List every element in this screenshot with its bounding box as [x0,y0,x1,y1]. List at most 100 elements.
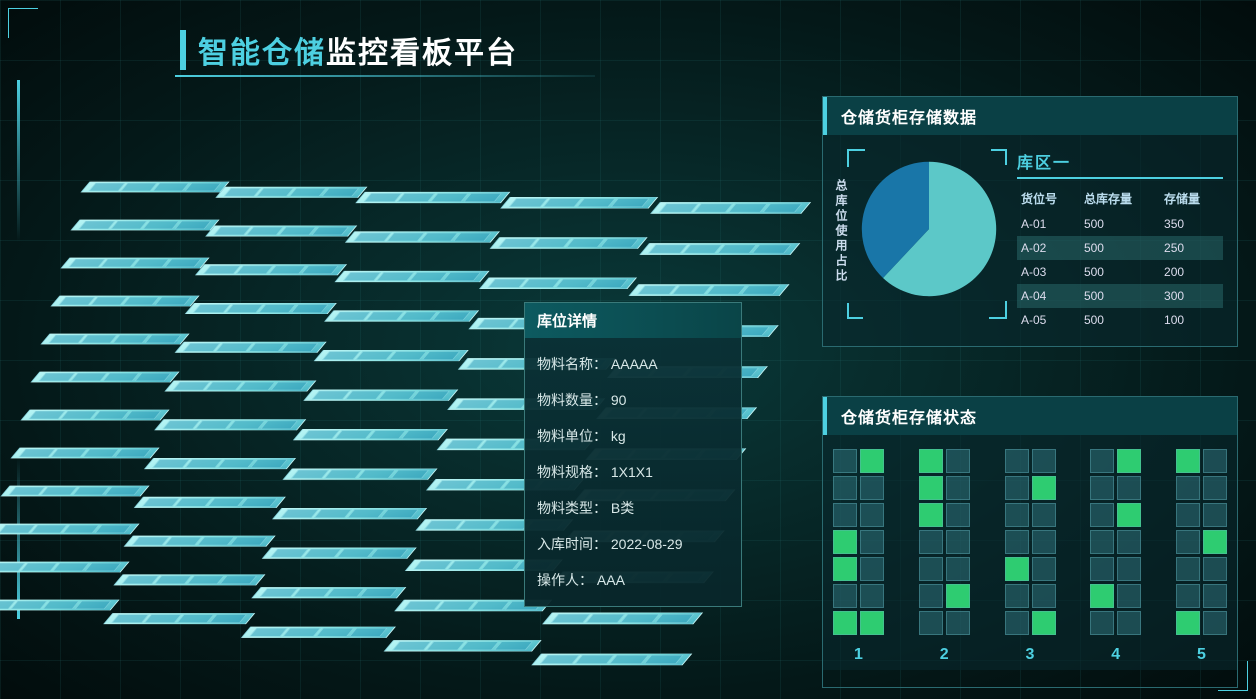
tooltip-row: 入库时间： 2022-08-29 [537,526,729,562]
cabinet-cell[interactable] [833,503,857,527]
cabinet-cell[interactable] [1090,584,1114,608]
cabinet-cell[interactable] [1032,584,1056,608]
cabinet-number: 2 [940,646,949,664]
table-row[interactable]: A-01500350 [1017,212,1223,236]
cabinet-cell[interactable] [1032,503,1056,527]
cabinet-cell[interactable] [1032,557,1056,581]
cabinet-cell[interactable] [1117,584,1141,608]
cabinet-cell[interactable] [833,557,857,581]
cabinet-cell[interactable] [946,476,970,500]
cabinet-cell[interactable] [1176,449,1200,473]
cabinet-cell[interactable] [1005,557,1029,581]
cabinet-cell[interactable] [860,557,884,581]
cabinet-cell[interactable] [1117,503,1141,527]
cabinet-cell[interactable] [919,557,943,581]
table-row[interactable]: A-02500250 [1017,236,1223,260]
table-header: 存储量 [1160,185,1223,212]
cabinet-cell[interactable] [1117,530,1141,554]
cabinet-cell[interactable] [1090,611,1114,635]
cabinet-cell[interactable] [1117,557,1141,581]
page-title: 智能仓储监控看板平台 [198,28,518,72]
cabinet-cell[interactable] [1032,476,1056,500]
table-title: 库区一 [1017,149,1223,179]
cabinet-cell[interactable] [1203,557,1227,581]
cabinet[interactable]: 2 [919,449,970,664]
cabinet-cell[interactable] [1176,584,1200,608]
cabinet-cell[interactable] [1117,611,1141,635]
cabinet-cell[interactable] [946,449,970,473]
cabinet-cell[interactable] [919,503,943,527]
cabinet-cell[interactable] [1005,611,1029,635]
cabinet-cell[interactable] [1032,449,1056,473]
panel-title: 仓储货柜存储数据 [823,97,1237,135]
pie-chart-container: 总库位使用占比 [837,149,1007,319]
cabinet-cell[interactable] [1117,449,1141,473]
panel-title: 仓储货柜存储状态 [823,397,1237,435]
cabinet-cell[interactable] [1090,530,1114,554]
cabinet-cell[interactable] [1090,449,1114,473]
cabinet-cell[interactable] [1005,503,1029,527]
cabinet-cell[interactable] [1176,557,1200,581]
cabinet-cell[interactable] [1203,476,1227,500]
cabinet-cell[interactable] [860,584,884,608]
cabinet-cell[interactable] [946,584,970,608]
cabinet-cell[interactable] [919,584,943,608]
cabinet-cell[interactable] [1090,557,1114,581]
cabinet-cell[interactable] [833,530,857,554]
cabinet-cell[interactable] [860,476,884,500]
tooltip-row: 物料规格： 1X1X1 [537,454,729,490]
cabinet-cell[interactable] [919,611,943,635]
cabinet-cell[interactable] [1005,476,1029,500]
cabinet-cell[interactable] [1203,584,1227,608]
cabinet-cell[interactable] [946,611,970,635]
cabinet-cell[interactable] [860,449,884,473]
cabinet[interactable]: 1 [833,449,884,664]
cabinet-cell[interactable] [1176,530,1200,554]
cabinet-cell[interactable] [946,557,970,581]
cabinet-cell[interactable] [833,584,857,608]
cabinet-cell[interactable] [946,503,970,527]
cabinet-cell[interactable] [919,530,943,554]
cabinet-cell[interactable] [919,476,943,500]
cabinet-cell[interactable] [1203,530,1227,554]
storage-status-panel: 仓储货柜存储状态 1 2 3 4 5 [822,396,1238,688]
cabinet[interactable]: 4 [1090,449,1141,664]
cabinet-cell[interactable] [860,530,884,554]
title-rest: 监控看板平台 [326,37,518,70]
cabinet-number: 5 [1197,646,1206,664]
cabinet-cell[interactable] [1203,503,1227,527]
cabinet-cell[interactable] [1203,611,1227,635]
cabinet-cell[interactable] [1005,584,1029,608]
page-header: 智能仓储监控看板平台 [180,28,518,72]
cabinet-cell[interactable] [1032,611,1056,635]
table-row[interactable]: A-05500100 [1017,308,1223,332]
tooltip-row: 物料单位： kg [537,418,729,454]
cabinet-cell[interactable] [860,611,884,635]
table-row[interactable]: A-04500300 [1017,284,1223,308]
cabinet-cell[interactable] [1090,503,1114,527]
table-header: 货位号 [1017,185,1080,212]
cabinet-cell[interactable] [833,449,857,473]
cabinet-cell[interactable] [860,503,884,527]
cabinet-cell[interactable] [1005,449,1029,473]
cabinet-cell[interactable] [946,530,970,554]
cabinet-cell[interactable] [1090,476,1114,500]
tooltip-row: 操作人： AAA [537,562,729,598]
tooltip-row: 物料数量： 90 [537,382,729,418]
cabinet-cell[interactable] [1117,476,1141,500]
cabinet-cell[interactable] [1005,530,1029,554]
cabinet-cell[interactable] [1176,503,1200,527]
usage-pie-chart [859,159,999,299]
cabinet-number: 4 [1111,646,1120,664]
cabinet[interactable]: 3 [1005,449,1056,664]
table-header: 总库存量 [1080,185,1160,212]
cabinet-cell[interactable] [833,611,857,635]
cabinet-cell[interactable] [833,476,857,500]
cabinet-cell[interactable] [1032,530,1056,554]
cabinet-cell[interactable] [1176,611,1200,635]
cabinet-cell[interactable] [1203,449,1227,473]
cabinet-cell[interactable] [1176,476,1200,500]
cabinet-cell[interactable] [919,449,943,473]
table-row[interactable]: A-03500200 [1017,260,1223,284]
cabinet[interactable]: 5 [1176,449,1227,664]
